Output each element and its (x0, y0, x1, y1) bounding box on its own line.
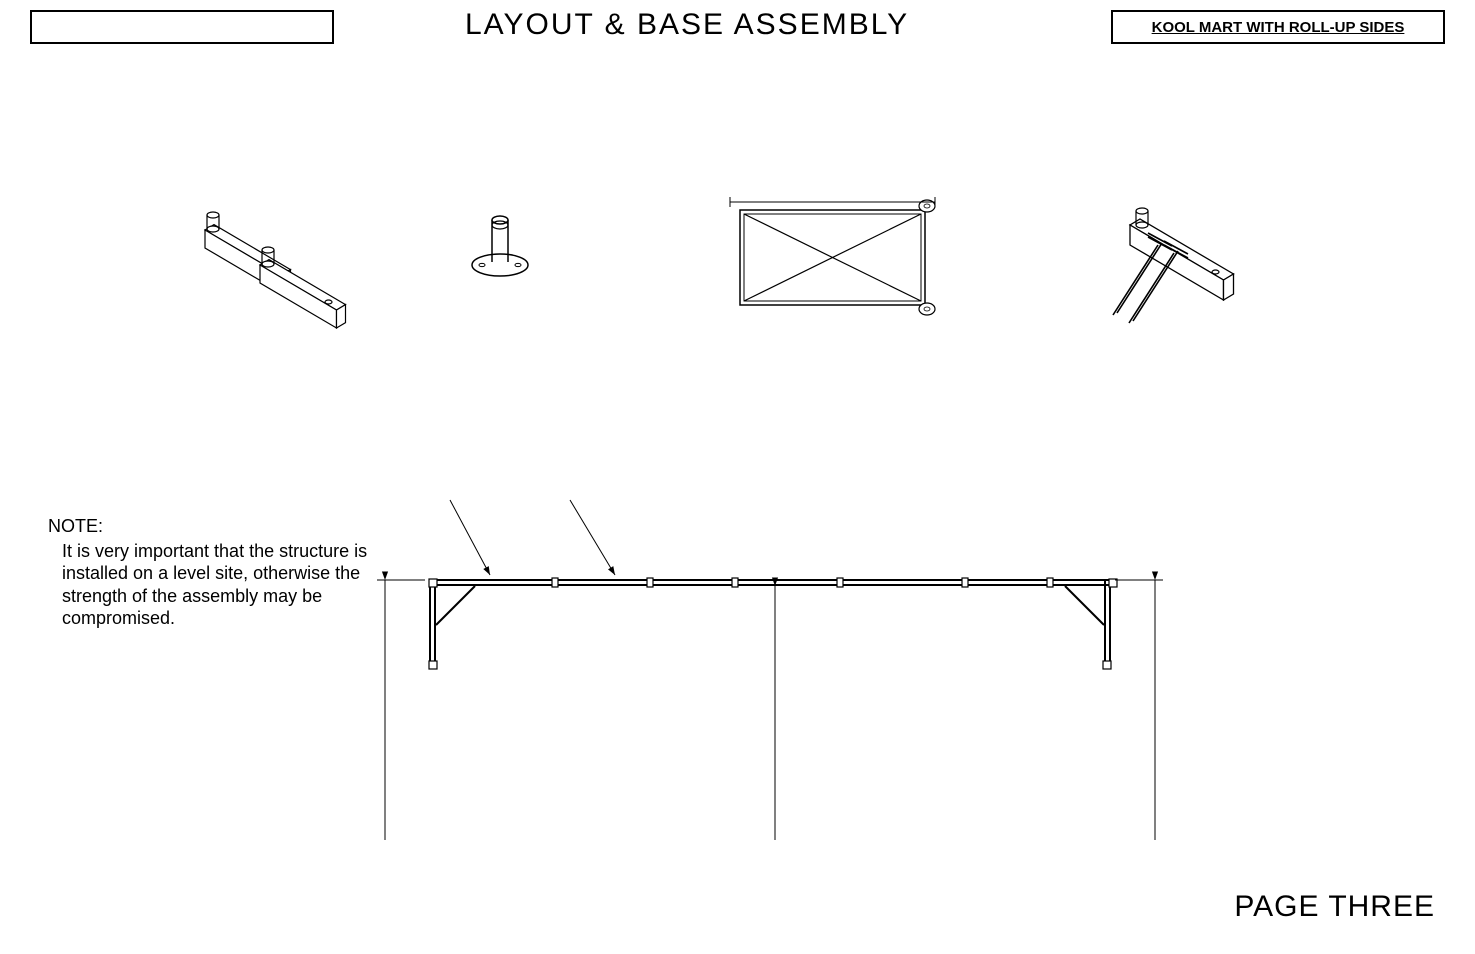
page-title: LAYOUT & BASE ASSEMBLY (465, 8, 909, 42)
header-right-label: KOOL MART WITH ROLL-UP SIDES (1152, 19, 1405, 36)
assembly-drawing (0, 180, 1475, 840)
header-left-box (30, 10, 334, 44)
page-number: PAGE THREE (1234, 890, 1435, 924)
header-right-box: KOOL MART WITH ROLL-UP SIDES (1111, 10, 1445, 44)
